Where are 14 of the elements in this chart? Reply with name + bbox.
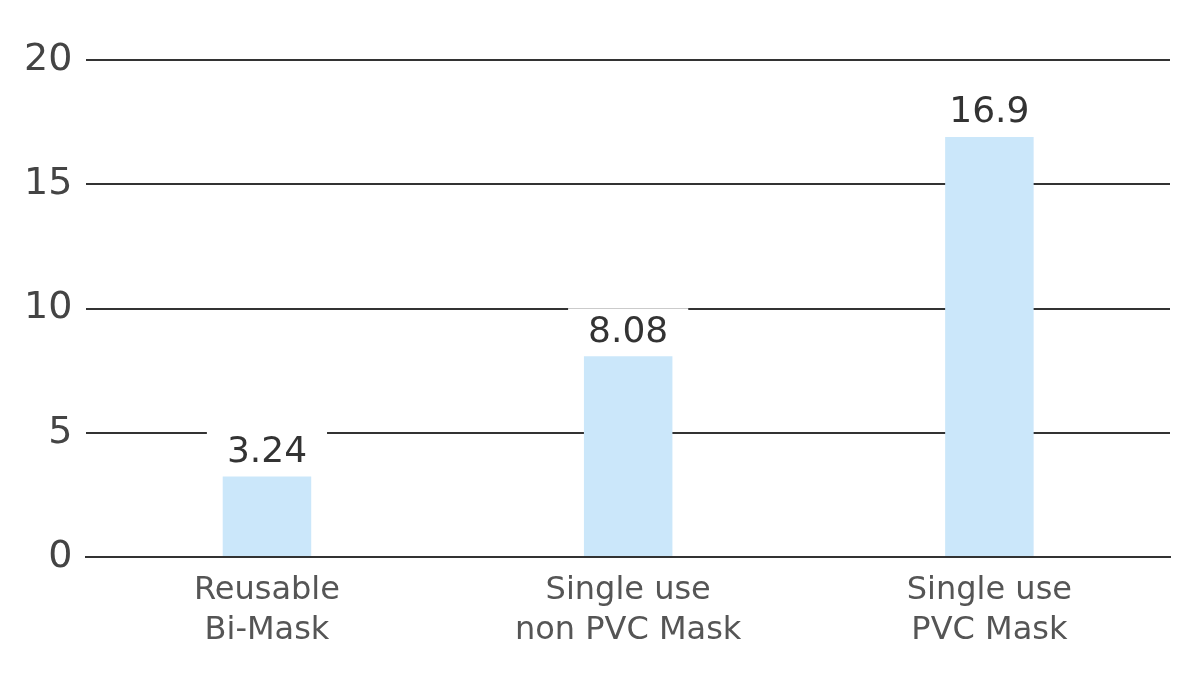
data-label: 8.08 [588, 308, 669, 350]
y-tick-label: 20 [23, 34, 73, 79]
x-tick-label: Single use PVC Mask [906, 569, 1072, 648]
data-label: 3.24 [226, 428, 308, 470]
y-tick-label: 10 [23, 283, 73, 328]
bar [583, 356, 673, 556]
y-tick-label: 0 [48, 531, 73, 576]
y-tick-label: 15 [23, 159, 73, 204]
y-tick-label: 5 [48, 407, 73, 452]
x-tick-label: Single use non PVC Mask [514, 569, 742, 648]
data-label: 16.9 [949, 89, 1030, 131]
bar [945, 137, 1034, 556]
x-tick-label: Reusable Bi-Mask [193, 569, 340, 648]
bar [222, 476, 312, 556]
